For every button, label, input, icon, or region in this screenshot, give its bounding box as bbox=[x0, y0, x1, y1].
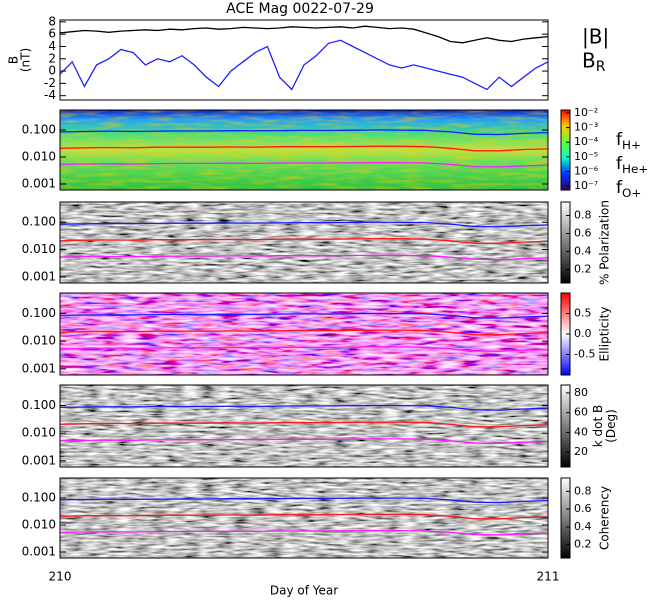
legend-label: fHe+ bbox=[616, 154, 648, 176]
data-line bbox=[59, 404, 549, 411]
plot-frame bbox=[59, 292, 549, 376]
y-tick-label: 4 bbox=[48, 39, 56, 53]
data-line bbox=[59, 129, 549, 136]
colorbar-tick-label: 10⁻⁶ bbox=[574, 164, 599, 177]
x-tick-label: 210 bbox=[49, 570, 72, 584]
colorbar-label: % Polarization bbox=[598, 200, 612, 285]
colorbar bbox=[560, 384, 571, 468]
colorbar-tick-label: 0.4 bbox=[574, 520, 592, 533]
colorbar-tick-label: 60 bbox=[574, 406, 588, 419]
colorbar-tick-label: 0.8 bbox=[574, 484, 592, 497]
y-tick-label: 0.010 bbox=[22, 150, 56, 164]
y-axis-label: (nT) bbox=[19, 48, 33, 72]
y-tick-label: 0.100 bbox=[22, 306, 56, 320]
y-tick-label: 0.100 bbox=[22, 490, 56, 504]
legend-label: fO+ bbox=[616, 178, 641, 200]
y-tick-label: 0.100 bbox=[22, 215, 56, 229]
y-tick-label: 0.001 bbox=[22, 361, 56, 375]
y-tick-label: 0.010 bbox=[22, 334, 56, 348]
y-tick-label: 0.100 bbox=[22, 398, 56, 412]
colorbar-tick-label: 40 bbox=[574, 425, 588, 438]
colorbar-tick-label: 0.4 bbox=[574, 245, 592, 258]
y-tick-label: 0.001 bbox=[22, 269, 56, 283]
colorbar-tick-label: -0.5 bbox=[574, 348, 595, 361]
colorbar-label: Coherency bbox=[598, 486, 612, 550]
colorbar-tick-label: 80 bbox=[574, 386, 588, 399]
y-tick-label: 2 bbox=[48, 51, 56, 65]
y-tick-label: -2 bbox=[44, 76, 56, 90]
y-tick-label: 0.010 bbox=[22, 242, 56, 256]
plot-frame bbox=[59, 19, 549, 101]
chart-title: ACE Mag 0022-07-29 bbox=[226, 1, 374, 17]
data-line bbox=[59, 529, 549, 536]
data-line bbox=[59, 438, 549, 444]
colorbar-label: (Deg) bbox=[604, 409, 618, 443]
data-line bbox=[59, 329, 549, 336]
colorbar-tick-label: 0.5 bbox=[574, 307, 592, 320]
spectrogram-image bbox=[60, 385, 548, 467]
spectrogram-image bbox=[60, 202, 548, 283]
y-tick-label: 0.010 bbox=[22, 426, 56, 440]
colorbar-tick-label: 0.8 bbox=[574, 209, 592, 222]
legend-label: BR bbox=[582, 49, 606, 76]
colorbar-tick-label: 10⁻⁴ bbox=[574, 135, 599, 148]
colorbar-tick-label: 0.0 bbox=[574, 327, 592, 340]
data-line bbox=[59, 221, 549, 228]
y-tick-label: 0.001 bbox=[22, 545, 56, 559]
data-line bbox=[59, 312, 549, 319]
colorbar bbox=[560, 201, 571, 284]
y-tick-label: 0.001 bbox=[22, 453, 56, 467]
colorbar-tick-label: 10⁻⁵ bbox=[574, 150, 598, 163]
colorbar-label: Ellipticity bbox=[598, 307, 612, 362]
data-line bbox=[59, 161, 549, 168]
colorbar-tick-label: 10⁻⁷ bbox=[574, 179, 598, 192]
y-tick-label: 0.100 bbox=[22, 122, 56, 136]
plot-frame bbox=[59, 384, 549, 468]
data-line bbox=[59, 497, 549, 504]
colorbar-tick-label: 0.2 bbox=[574, 538, 592, 551]
data-line bbox=[59, 513, 549, 520]
y-tick-label: 0.010 bbox=[22, 518, 56, 532]
spectrogram-image bbox=[60, 478, 548, 558]
colorbar bbox=[560, 109, 571, 191]
data-line bbox=[59, 25, 549, 44]
colorbar-tick-label: 10⁻² bbox=[574, 106, 598, 119]
colorbar-tick-label: 20 bbox=[574, 445, 588, 458]
y-tick-label: 0.001 bbox=[22, 177, 56, 191]
data-line bbox=[59, 346, 549, 352]
colorbar-tick-label: 10⁻³ bbox=[574, 121, 598, 134]
data-line bbox=[59, 254, 549, 261]
x-axis-label: Day of Year bbox=[270, 584, 338, 598]
colorbar-tick-label: 0.6 bbox=[574, 227, 592, 240]
spectrogram-texture bbox=[60, 110, 548, 190]
x-tick-label: 211 bbox=[537, 570, 560, 584]
colorbar-tick-label: 0.6 bbox=[574, 502, 592, 515]
data-line bbox=[59, 39, 549, 91]
y-tick-label: -4 bbox=[44, 88, 56, 102]
plot-frame bbox=[59, 109, 549, 191]
y-axis-label: B bbox=[7, 56, 21, 64]
data-line bbox=[59, 421, 549, 428]
colorbar-label: k dot B bbox=[591, 405, 605, 447]
y-tick-label: 8 bbox=[48, 14, 56, 28]
y-tick-label: 6 bbox=[48, 27, 56, 41]
data-line bbox=[59, 238, 549, 244]
spectrogram-image bbox=[60, 293, 548, 375]
y-tick-label: 0 bbox=[48, 64, 56, 78]
plot-frame bbox=[59, 477, 549, 559]
legend-label: fH+ bbox=[616, 130, 641, 152]
colorbar bbox=[560, 477, 571, 559]
colorbar-tick-label: 0.2 bbox=[574, 263, 592, 276]
legend-label: |B| bbox=[582, 25, 609, 49]
plot-frame bbox=[59, 201, 549, 284]
data-line bbox=[59, 145, 549, 152]
